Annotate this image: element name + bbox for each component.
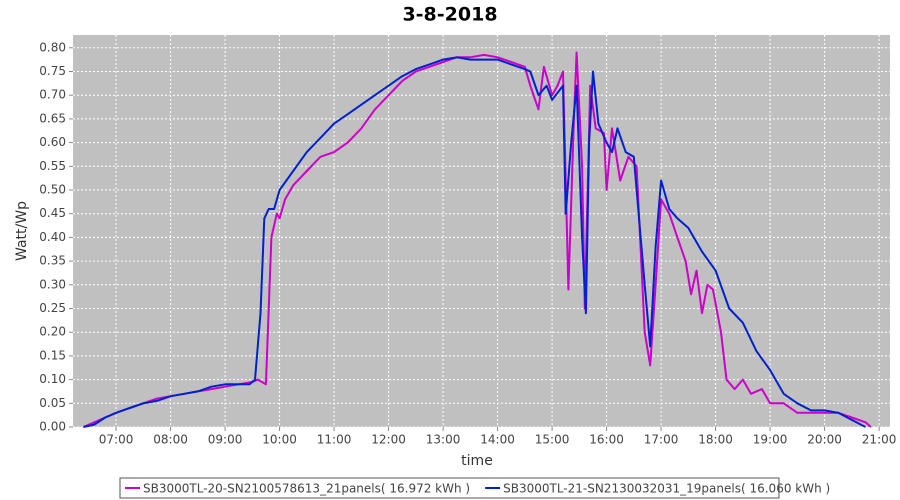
y-tick-label: 0.00 [39,420,66,434]
x-tick-label: 17:00 [644,433,679,447]
y-axis-label: Watt/Wp [14,201,30,261]
series-line [83,51,872,428]
x-tick-label: 21:00 [862,433,897,447]
x-tick-label: 12:00 [371,433,406,447]
y-tick-label: 0.20 [39,325,66,339]
y-tick-label: 0.80 [39,40,66,54]
y-tick-label: 0.50 [39,182,66,196]
y-tick-label: 0.35 [39,254,66,268]
x-tick-label: 08:00 [153,433,188,447]
series-line [83,56,866,428]
x-tick-label: 11:00 [317,433,352,447]
x-tick-label: 09:00 [208,433,243,447]
y-tick-label: 0.70 [39,88,66,102]
legend-box [119,477,780,499]
y-tick-label: 0.40 [39,230,66,244]
y-tick-label: 0.65 [39,111,66,125]
y-tick-label: 0.45 [39,206,66,220]
legend-label: SB3000TL-21-SN2130032031_19panels( 16.06… [503,482,830,496]
y-tick-label: 0.30 [39,277,66,291]
x-tick-label: 19:00 [753,433,788,447]
y-tick-label: 0.75 [39,64,66,78]
y-tick-label: 0.60 [39,135,66,149]
x-tick-label: 13:00 [426,433,461,447]
chart-title: 3-8-2018 [402,4,497,26]
x-tick-label: 14:00 [480,433,515,447]
x-tick-label: 18:00 [698,433,733,447]
x-tick-label: 16:00 [589,433,624,447]
y-tick-label: 0.25 [39,301,66,315]
x-tick-label: 20:00 [807,433,842,447]
x-tick-label: 07:00 [99,433,134,447]
legend-label: SB3000TL-20-SN2100578613_21panels( 16.97… [143,482,470,496]
x-tick-label: 10:00 [262,433,297,447]
y-tick-label: 0.55 [39,159,66,173]
x-tick-label: 15:00 [535,433,570,447]
y-tick-label: 0.15 [39,348,66,362]
x-axis-label: time [461,453,493,469]
plot-area [73,35,890,427]
y-tick-label: 0.10 [39,372,66,386]
y-tick-label: 0.05 [39,396,66,410]
